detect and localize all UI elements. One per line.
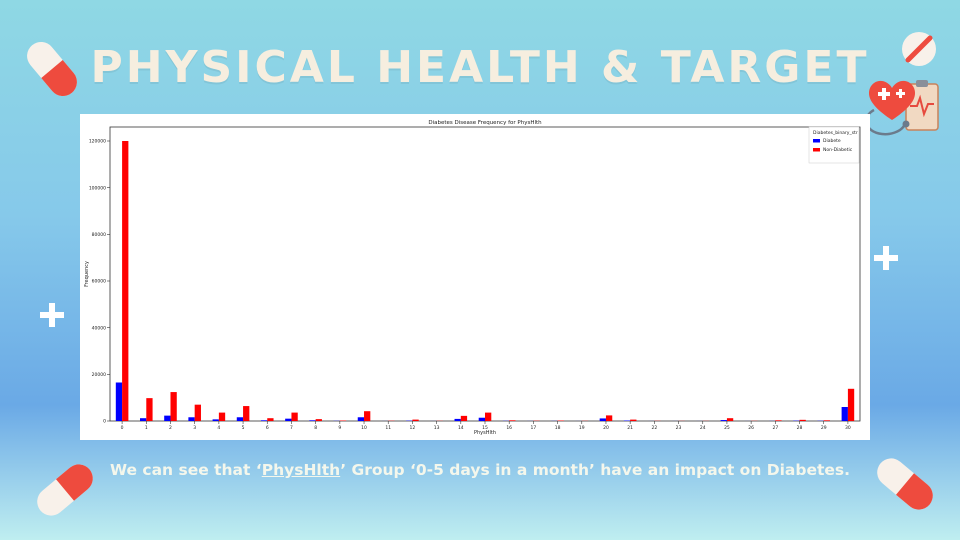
bar-diabete bbox=[164, 415, 171, 421]
x-tick-label: 2 bbox=[169, 425, 172, 431]
bar-non-diabetic bbox=[485, 412, 492, 421]
bar-non-diabetic bbox=[146, 398, 153, 421]
bar-diabete bbox=[285, 418, 292, 421]
bar-non-diabetic bbox=[291, 412, 298, 421]
plot-frame bbox=[109, 126, 861, 422]
bar-non-diabetic bbox=[847, 388, 855, 421]
y-tick-label: 60000 bbox=[92, 279, 106, 285]
x-tick-label: 11 bbox=[385, 425, 391, 431]
x-tick-label: 26 bbox=[748, 425, 754, 431]
bar-chart: Diabetes Disease Frequency for PhysHlth P… bbox=[84, 120, 861, 436]
bar-non-diabetic bbox=[122, 141, 129, 421]
x-tick-label: 3 bbox=[193, 425, 196, 431]
bar-non-diabetic bbox=[315, 419, 322, 421]
pill-icon-bottom-right bbox=[877, 458, 933, 510]
bar-non-diabetic bbox=[194, 404, 201, 421]
bar-non-diabetic bbox=[775, 420, 782, 421]
x-tick-label: 28 bbox=[797, 425, 803, 431]
slide-title: PHYSICAL HEALTH & TARGET bbox=[90, 42, 870, 93]
legend-swatch bbox=[813, 139, 820, 143]
legend-swatch bbox=[813, 148, 820, 152]
x-tick-label: 6 bbox=[266, 425, 269, 431]
x-tick-label: 17 bbox=[531, 425, 537, 431]
x-tick-label: 24 bbox=[700, 425, 706, 431]
y-tick-label: 40000 bbox=[92, 325, 106, 331]
bar-diabete bbox=[236, 417, 244, 421]
x-tick-label: 1 bbox=[145, 425, 148, 431]
x-tick-label: 5 bbox=[242, 425, 245, 431]
bar-non-diabetic bbox=[218, 412, 226, 421]
legend-label: Diabete bbox=[823, 138, 841, 144]
x-axis-label: PhysHlth bbox=[474, 430, 496, 436]
x-tick-label: 8 bbox=[314, 425, 317, 431]
x-tick-label: 16 bbox=[506, 425, 512, 431]
x-tick-label: 22 bbox=[651, 425, 657, 431]
bar-diabete bbox=[478, 417, 485, 421]
x-tick-label: 15 bbox=[482, 425, 488, 431]
bar-diabete bbox=[454, 418, 461, 421]
caption-before: We can see that ‘ bbox=[109, 461, 262, 479]
bar-non-diabetic bbox=[823, 420, 830, 421]
x-tick-label: 30 bbox=[845, 425, 851, 431]
x-tick-label: 23 bbox=[676, 425, 682, 431]
bar-non-diabetic bbox=[412, 419, 419, 421]
bar-non-diabetic bbox=[460, 415, 468, 421]
bar-diabete bbox=[260, 420, 268, 421]
x-tick-label: 0 bbox=[121, 425, 124, 431]
y-axis-label: Frequency bbox=[84, 261, 90, 287]
y-tick-label: 100000 bbox=[89, 185, 106, 191]
x-tick-label: 9 bbox=[338, 425, 341, 431]
bar-non-diabetic bbox=[364, 411, 371, 421]
legend-label: Non-Diabetic bbox=[823, 147, 853, 153]
bar-diabete bbox=[140, 418, 147, 421]
bar-non-diabetic bbox=[170, 392, 177, 421]
bar-diabete bbox=[720, 420, 727, 421]
bar-non-diabetic bbox=[267, 418, 274, 421]
bar-diabete bbox=[357, 417, 365, 421]
bar-diabete bbox=[841, 407, 848, 421]
caption-after: ’ Group ‘0-5 days in a month’ have an im… bbox=[340, 461, 851, 479]
chart-panel: Diabetes Disease Frequency for PhysHlth P… bbox=[80, 114, 870, 440]
y-tick-label: 80000 bbox=[92, 232, 106, 238]
x-tick-label: 10 bbox=[361, 425, 367, 431]
legend-title: Diabetes_binary_str bbox=[813, 130, 858, 136]
x-tick-label: 25 bbox=[724, 425, 730, 431]
bar-non-diabetic bbox=[509, 420, 516, 421]
pill-icon-top-right bbox=[902, 32, 936, 66]
bar-non-diabetic bbox=[243, 406, 250, 421]
x-tick-label: 21 bbox=[627, 425, 633, 431]
pill-icon-top-left bbox=[27, 41, 77, 97]
bar-non-diabetic bbox=[605, 415, 613, 421]
bar-diabete bbox=[115, 382, 123, 421]
plus-icon-left bbox=[40, 303, 64, 327]
y-tick-label: 0 bbox=[103, 419, 106, 425]
bar-non-diabetic bbox=[726, 418, 734, 421]
legend-box bbox=[808, 126, 860, 164]
x-tick-label: 18 bbox=[555, 425, 561, 431]
bar-diabete bbox=[599, 418, 606, 421]
caption-highlight-physhlth: PhysHlth bbox=[261, 461, 341, 479]
x-tick-label: 14 bbox=[458, 425, 464, 431]
x-tick-label: 4 bbox=[217, 425, 220, 431]
x-tick-label: 7 bbox=[290, 425, 293, 431]
x-tick-label: 12 bbox=[410, 425, 416, 431]
bar-diabete bbox=[188, 417, 195, 421]
y-tick-label: 120000 bbox=[89, 139, 106, 145]
x-tick-label: 20 bbox=[603, 425, 609, 431]
bar-non-diabetic bbox=[630, 419, 637, 421]
bar-diabete bbox=[212, 419, 219, 421]
pill-icon-bottom-left bbox=[37, 464, 93, 516]
caption: We can see that ‘PhysHlth’ Group ‘0-5 da… bbox=[0, 461, 960, 479]
x-tick-label: 13 bbox=[434, 425, 440, 431]
x-tick-label: 19 bbox=[579, 425, 585, 431]
bar-diabete bbox=[309, 420, 316, 421]
x-tick-label: 29 bbox=[821, 425, 827, 431]
x-tick-label: 27 bbox=[772, 425, 778, 431]
plus-icon-right bbox=[874, 246, 898, 270]
heart-stethoscope-icon bbox=[865, 80, 939, 136]
chart-title: Diabetes Disease Frequency for PhysHlth bbox=[428, 120, 542, 126]
y-tick-label: 20000 bbox=[92, 372, 106, 378]
bar-non-diabetic bbox=[799, 419, 806, 421]
